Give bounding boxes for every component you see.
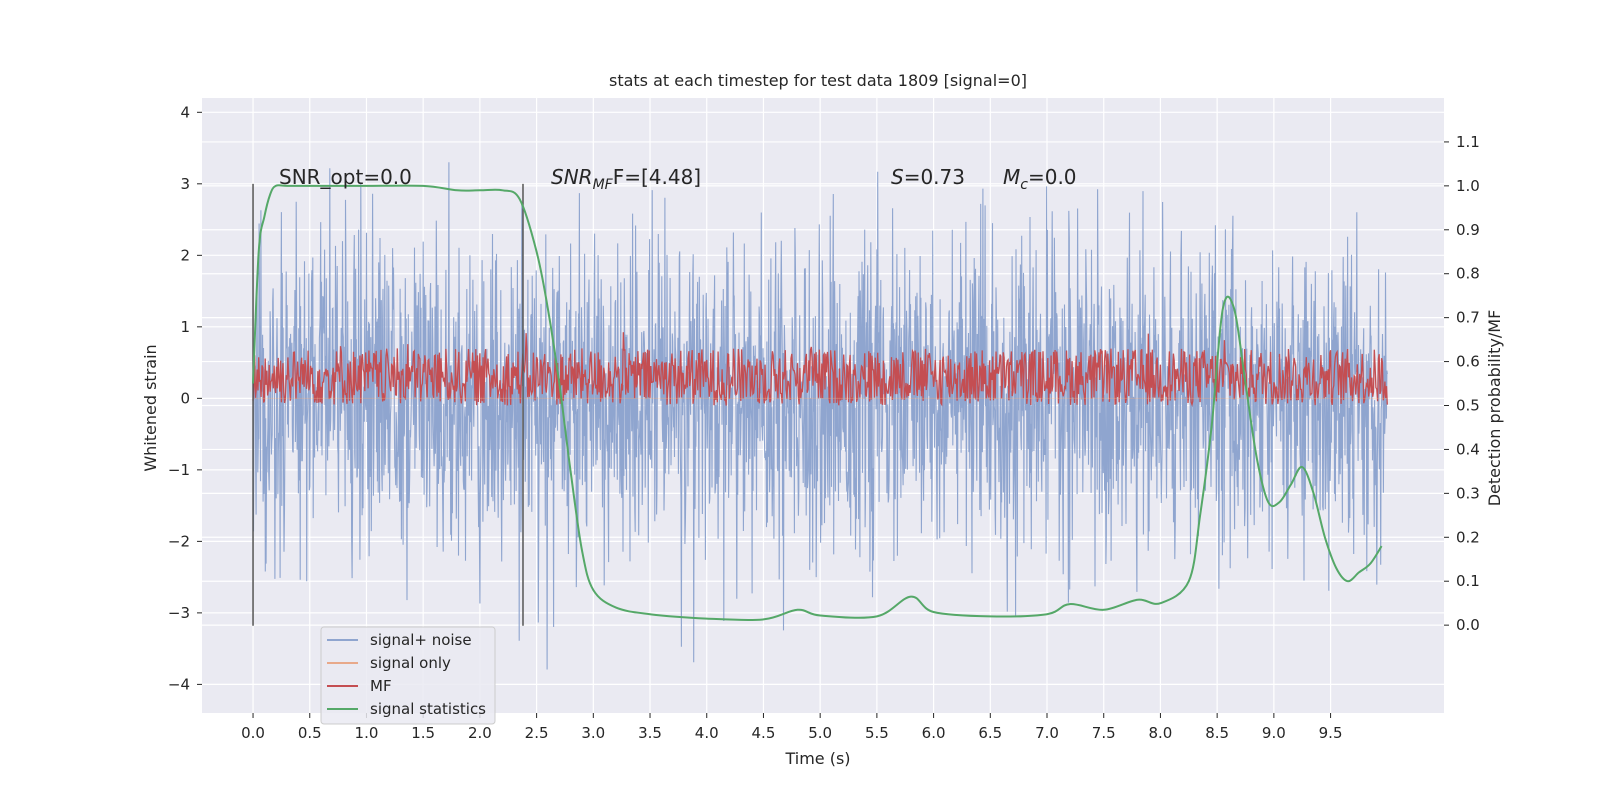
y-right-tick-label-5: 0.5 bbox=[1456, 397, 1480, 415]
annotation-mc: Mc=0.0 bbox=[1003, 165, 1077, 193]
y-axis-label-right: Detection probability/MF bbox=[1485, 310, 1504, 507]
legend-label-signal-plus-noise: signal+ noise bbox=[370, 631, 472, 649]
y-left-tick-label-6: 2 bbox=[180, 246, 190, 264]
legend: signal+ noise signal only MF signal stat… bbox=[320, 626, 496, 725]
x-tick-label-5: 2.5 bbox=[525, 724, 549, 742]
x-tick-label-11: 5.5 bbox=[865, 724, 889, 742]
y-right-tick-label-1: 0.1 bbox=[1456, 572, 1480, 590]
legend-label-mf: MF bbox=[370, 677, 392, 695]
annotation-mc-label: M bbox=[1003, 165, 1020, 189]
y-left-tick-label-8: 4 bbox=[180, 103, 190, 121]
x-tick-label-8: 4.0 bbox=[695, 724, 719, 742]
y-right-tick-label-6: 0.6 bbox=[1456, 353, 1480, 371]
annotation-s: S=0.73 bbox=[891, 165, 965, 189]
x-tick-label-1: 0.5 bbox=[298, 724, 322, 742]
y-right-tick-label-0: 0.0 bbox=[1456, 616, 1480, 634]
x-tick-label-0: 0.0 bbox=[241, 724, 265, 742]
x-tick-label-3: 1.5 bbox=[411, 724, 435, 742]
y-left-tick-label-1: −3 bbox=[168, 604, 190, 622]
legend-label-signal-statistics: signal statistics bbox=[370, 700, 486, 718]
y-left-tick-label-7: 3 bbox=[180, 175, 190, 193]
x-tick-label-13: 6.5 bbox=[978, 724, 1002, 742]
legend-label-signal-only: signal only bbox=[370, 654, 451, 672]
annotation-s-value: =0.73 bbox=[904, 165, 965, 189]
x-tick-label-12: 6.0 bbox=[922, 724, 946, 742]
x-tick-label-19: 9.5 bbox=[1319, 724, 1343, 742]
y-right-tick-label-7: 0.7 bbox=[1456, 309, 1480, 327]
chart-title: stats at each timestep for test data 180… bbox=[609, 71, 1027, 90]
y-right-tick-label-9: 0.9 bbox=[1456, 221, 1480, 239]
y-left-tick-label-3: −1 bbox=[168, 461, 190, 479]
x-tick-label-17: 8.5 bbox=[1205, 724, 1229, 742]
y-right-tick-label-3: 0.3 bbox=[1456, 484, 1480, 502]
y-right-tick-label-10: 1.0 bbox=[1456, 177, 1480, 195]
x-tick-label-14: 7.0 bbox=[1035, 724, 1059, 742]
legend-box bbox=[320, 626, 496, 725]
y-left-tick-label-0: −4 bbox=[168, 675, 190, 693]
x-tick-label-7: 3.5 bbox=[638, 724, 662, 742]
line-signal-plus-noise bbox=[252, 162, 1388, 670]
axis-ticks: 0.0 0.5 1.0 1.5 2.0 2.5 3.0 3.5 4.0 4.5 5.0 5.5 6.0 6… bbox=[168, 103, 1480, 742]
series-mf bbox=[252, 332, 1388, 407]
vertical-markers bbox=[252, 183, 524, 626]
x-tick-label-2: 1.0 bbox=[355, 724, 379, 742]
x-tick-label-6: 3.0 bbox=[581, 724, 605, 742]
x-tick-label-9: 4.5 bbox=[752, 724, 776, 742]
annotation-snr-mf-base: SNR bbox=[551, 165, 593, 189]
y-right-tick-label-11: 1.1 bbox=[1456, 133, 1480, 151]
y-right-tick-label-8: 0.8 bbox=[1456, 265, 1480, 283]
y-right-tick-label-4: 0.4 bbox=[1456, 440, 1480, 458]
x-tick-label-18: 9.0 bbox=[1262, 724, 1286, 742]
annotation-mc-sub: c bbox=[1020, 177, 1028, 193]
y-left-tick-label-5: 1 bbox=[180, 318, 190, 336]
y-axis-label-left: Whitened strain bbox=[141, 344, 160, 471]
annotation-snr-mf: SNRMFF=[4.48] bbox=[551, 165, 701, 193]
annotation-s-label: S bbox=[891, 165, 904, 189]
y-right-tick-label-2: 0.2 bbox=[1456, 528, 1480, 546]
y-left-tick-label-4: 0 bbox=[180, 389, 190, 407]
annotation-mc-value: =0.0 bbox=[1028, 165, 1077, 189]
line-mf bbox=[252, 332, 1388, 407]
line-signal-statistics bbox=[252, 184, 1383, 622]
x-tick-label-16: 8.0 bbox=[1149, 724, 1173, 742]
annotation-snr-mf-sub: MF bbox=[593, 177, 614, 193]
y-left-tick-label-2: −2 bbox=[168, 532, 190, 550]
x-tick-label-15: 7.5 bbox=[1092, 724, 1116, 742]
annotation-snr-opt: SNR_opt=0.0 bbox=[279, 165, 412, 189]
series-signal-statistics bbox=[252, 184, 1383, 622]
x-tick-label-4: 2.0 bbox=[468, 724, 492, 742]
x-axis-label: Time (s) bbox=[784, 749, 850, 768]
x-tick-label-10: 5.0 bbox=[808, 724, 832, 742]
series-signal-plus-noise bbox=[252, 162, 1388, 670]
annotation-snr-mf-rest: F=[4.48] bbox=[613, 165, 701, 189]
